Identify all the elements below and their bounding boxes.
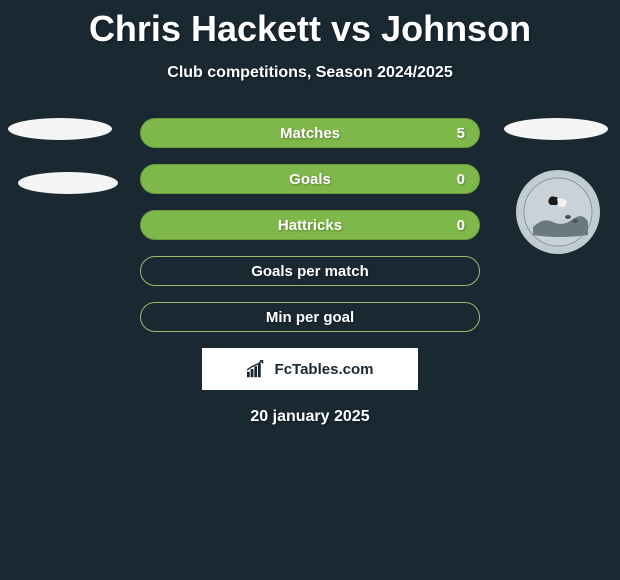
chart-icon: [247, 360, 269, 378]
left-shape-2: [18, 172, 118, 194]
stat-row-min-per-goal: Min per goal: [140, 302, 480, 332]
stat-row-hattricks: Hattricks 0: [140, 210, 480, 240]
stats-container: Matches 5 Goals 0 Hattricks 0 Goals per match M…: [0, 118, 620, 332]
page-title: Chris Hackett vs Johnson: [0, 0, 620, 50]
right-shape-1: [504, 118, 608, 140]
stat-row-matches: Matches 5: [140, 118, 480, 148]
stat-row-goals-per-match: Goals per match: [140, 256, 480, 286]
stat-label: Goals: [289, 171, 331, 188]
stat-label: Hattricks: [278, 217, 342, 234]
date-text: 20 january 2025: [0, 408, 620, 426]
left-shape-1: [8, 118, 112, 140]
stat-value: 5: [457, 125, 465, 142]
fctables-text: FcTables.com: [275, 361, 374, 378]
club-crest-icon: [523, 177, 593, 247]
club-badge: [516, 170, 600, 254]
stat-value: 0: [457, 171, 465, 188]
subtitle: Club competitions, Season 2024/2025: [0, 64, 620, 82]
stat-label: Min per goal: [266, 309, 354, 326]
stat-label: Goals per match: [251, 263, 369, 280]
fctables-badge: FcTables.com: [202, 348, 418, 390]
stat-row-goals: Goals 0: [140, 164, 480, 194]
stat-label: Matches: [280, 125, 340, 142]
stat-value: 0: [457, 217, 465, 234]
